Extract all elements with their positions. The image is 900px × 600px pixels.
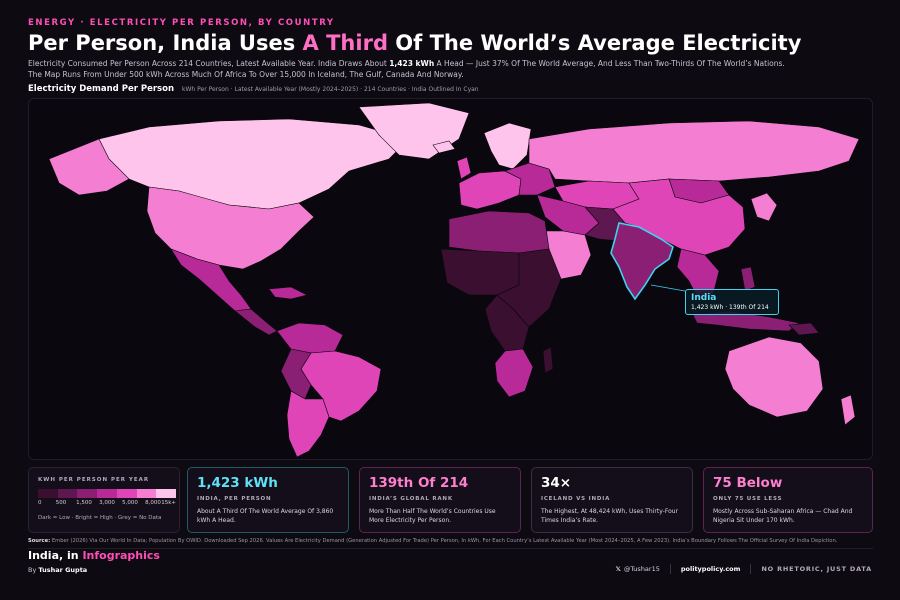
footer-right: 𝕏 @Tushar15 politypolicy.com NO RHETORIC,… (616, 564, 872, 574)
brand-highlight: Infographics (82, 549, 160, 562)
stat-desc: More Than Half The World’s Countries Use… (369, 508, 496, 524)
byline-pre: By (28, 566, 39, 574)
stat-desc: About A Third Of The World Average Of 3,… (197, 508, 334, 524)
legend-tick: 1,500 (76, 500, 92, 506)
legend-tick: 500 (55, 500, 67, 506)
stat-value: 34× (541, 475, 572, 491)
legend-tick: 8,000 (145, 500, 161, 506)
page-title: Per Person, India Uses A Third Of The Wo… (28, 31, 801, 55)
legend-ticks: 0 500 1,500 3,000 5,000 8,000 15k+ (38, 500, 176, 509)
legend-note: Dark = Low · Bright = High · Grey = No D… (38, 515, 162, 521)
stat-card-iceland-vs-india: 34× ICELAND VS INDIA The Highest, At 48,… (531, 467, 693, 533)
legend-swatch (57, 489, 78, 498)
stat-label: ICELAND VS INDIA (541, 496, 611, 502)
source-note: Source: Ember (2026) Via Our World In Da… (28, 538, 873, 544)
india-callout: India 1,423 kWh · 139th Of 214 (685, 289, 779, 315)
legend-tick: 5,000 (122, 500, 138, 506)
stat-card-75-below: 75 Below ONLY 75 USE LESS Mostly Across … (703, 467, 873, 533)
stat-card-global-rank: 139th Of 214 INDIA’S GLOBAL RANK More Th… (359, 467, 521, 533)
region-philippines[interactable] (740, 266, 756, 292)
legend-card: KWH PER PERSON PER YEAR 0 500 1,500 3,000 5,… (28, 467, 180, 533)
brand-title: India, in Infographics (28, 549, 160, 562)
india-callout-name: India (691, 293, 717, 303)
legend-swatch (38, 489, 58, 498)
region-central-america[interactable] (234, 308, 278, 336)
region-western-europe[interactable] (458, 170, 522, 210)
stat-desc: Mostly Across Sub-Saharan Africa — Chad … (713, 508, 853, 524)
byline-name: Tushar Gupta (38, 566, 88, 574)
region-korea-japan[interactable] (750, 192, 778, 222)
social-handle-link[interactable]: 𝕏 @Tushar15 (616, 565, 660, 573)
region-china[interactable] (612, 178, 746, 256)
stat-value: 75 Below (713, 475, 783, 491)
social-handle: @Tushar15 (623, 565, 660, 573)
footer-divider (28, 548, 873, 549)
region-north-africa[interactable] (448, 210, 550, 254)
region-alaska[interactable] (48, 138, 130, 196)
brand-pre: India, in (28, 549, 83, 562)
legend-swatch (156, 489, 177, 498)
subtitle-bold: 1,423 kWh (389, 59, 435, 68)
legend-tick: 3,000 (99, 500, 115, 506)
region-new-zealand[interactable] (840, 394, 856, 426)
map-heading-note: kWh Per Person · Latest Available Year (… (182, 86, 479, 93)
legend-swatch (116, 489, 137, 498)
footer-separator (669, 564, 671, 574)
region-india[interactable] (610, 222, 674, 301)
legend-tick: 15k+ (161, 500, 176, 506)
legend-tick: 0 (38, 500, 42, 506)
site-link[interactable]: politypolicy.com (680, 565, 741, 573)
region-peru-bolivia[interactable] (280, 348, 312, 400)
legend-title: KWH PER PERSON PER YEAR (38, 477, 150, 483)
region-southern-africa[interactable] (494, 348, 534, 398)
stat-value: 139th Of 214 (369, 475, 469, 491)
stat-label: INDIA, PER PERSON (197, 496, 272, 502)
title-post: Of The World’s Average Electricity (387, 31, 802, 55)
footer-separator (750, 564, 752, 574)
tagline: NO RHETORIC, JUST DATA (761, 565, 872, 573)
source-label: Source: (28, 538, 51, 544)
region-uk[interactable] (456, 156, 472, 180)
legend-swatch (77, 489, 98, 498)
subtitle: Electricity Consumed Per Person Across 2… (28, 58, 788, 80)
region-australia[interactable] (724, 336, 824, 418)
region-usa[interactable] (146, 186, 315, 270)
map-heading-title: Electricity Demand Per Person (28, 84, 174, 94)
subtitle-post: A Head — Just 37% Of The World Average, … (28, 59, 785, 79)
subtitle-pre: Electricity Consumed Per Person Across 2… (28, 59, 390, 68)
source-text: Ember (2026) Via Our World In Data; Popu… (50, 538, 838, 544)
region-caribbean[interactable] (268, 286, 308, 300)
stat-label: ONLY 75 USE LESS (713, 496, 783, 502)
stat-card-india-per-person: 1,423 kWh INDIA, PER PERSON About A Thir… (187, 467, 349, 533)
india-callout-leader (650, 284, 686, 292)
region-papua-new-guinea[interactable] (788, 322, 820, 336)
stat-value: 1,423 kWh (197, 475, 278, 491)
world-map-panel[interactable]: India 1,423 kWh · 139th Of 214 (28, 98, 873, 460)
region-russia[interactable] (528, 120, 860, 184)
title-highlight: A Third (302, 31, 388, 55)
region-madagascar[interactable] (542, 346, 554, 374)
legend-bar (38, 489, 177, 498)
region-iceland[interactable] (432, 140, 456, 154)
region-west-africa[interactable] (440, 248, 520, 296)
world-map (48, 102, 860, 458)
india-callout-value: 1,423 kWh · 139th Of 214 (691, 304, 769, 311)
byline: By Tushar Gupta (28, 566, 87, 574)
title-pre: Per Person, India Uses (28, 31, 303, 55)
legend-swatch (136, 489, 157, 498)
region-argentina-chile[interactable] (286, 390, 330, 458)
stat-label: INDIA’S GLOBAL RANK (369, 496, 453, 502)
map-heading: Electricity Demand Per Person kWh Per Pe… (28, 84, 479, 94)
kicker: ENERGY · ELECTRICITY PER PERSON, BY COUN… (28, 18, 335, 28)
x-logo-icon: 𝕏 (615, 565, 621, 573)
stat-desc: The Highest, At 48,424 kWh, Uses Thirty-… (541, 508, 679, 524)
region-scandinavia[interactable] (483, 122, 532, 170)
legend-swatch (97, 489, 117, 498)
region-canada[interactable] (98, 118, 410, 210)
region-colombia-venezuela[interactable] (276, 322, 344, 354)
